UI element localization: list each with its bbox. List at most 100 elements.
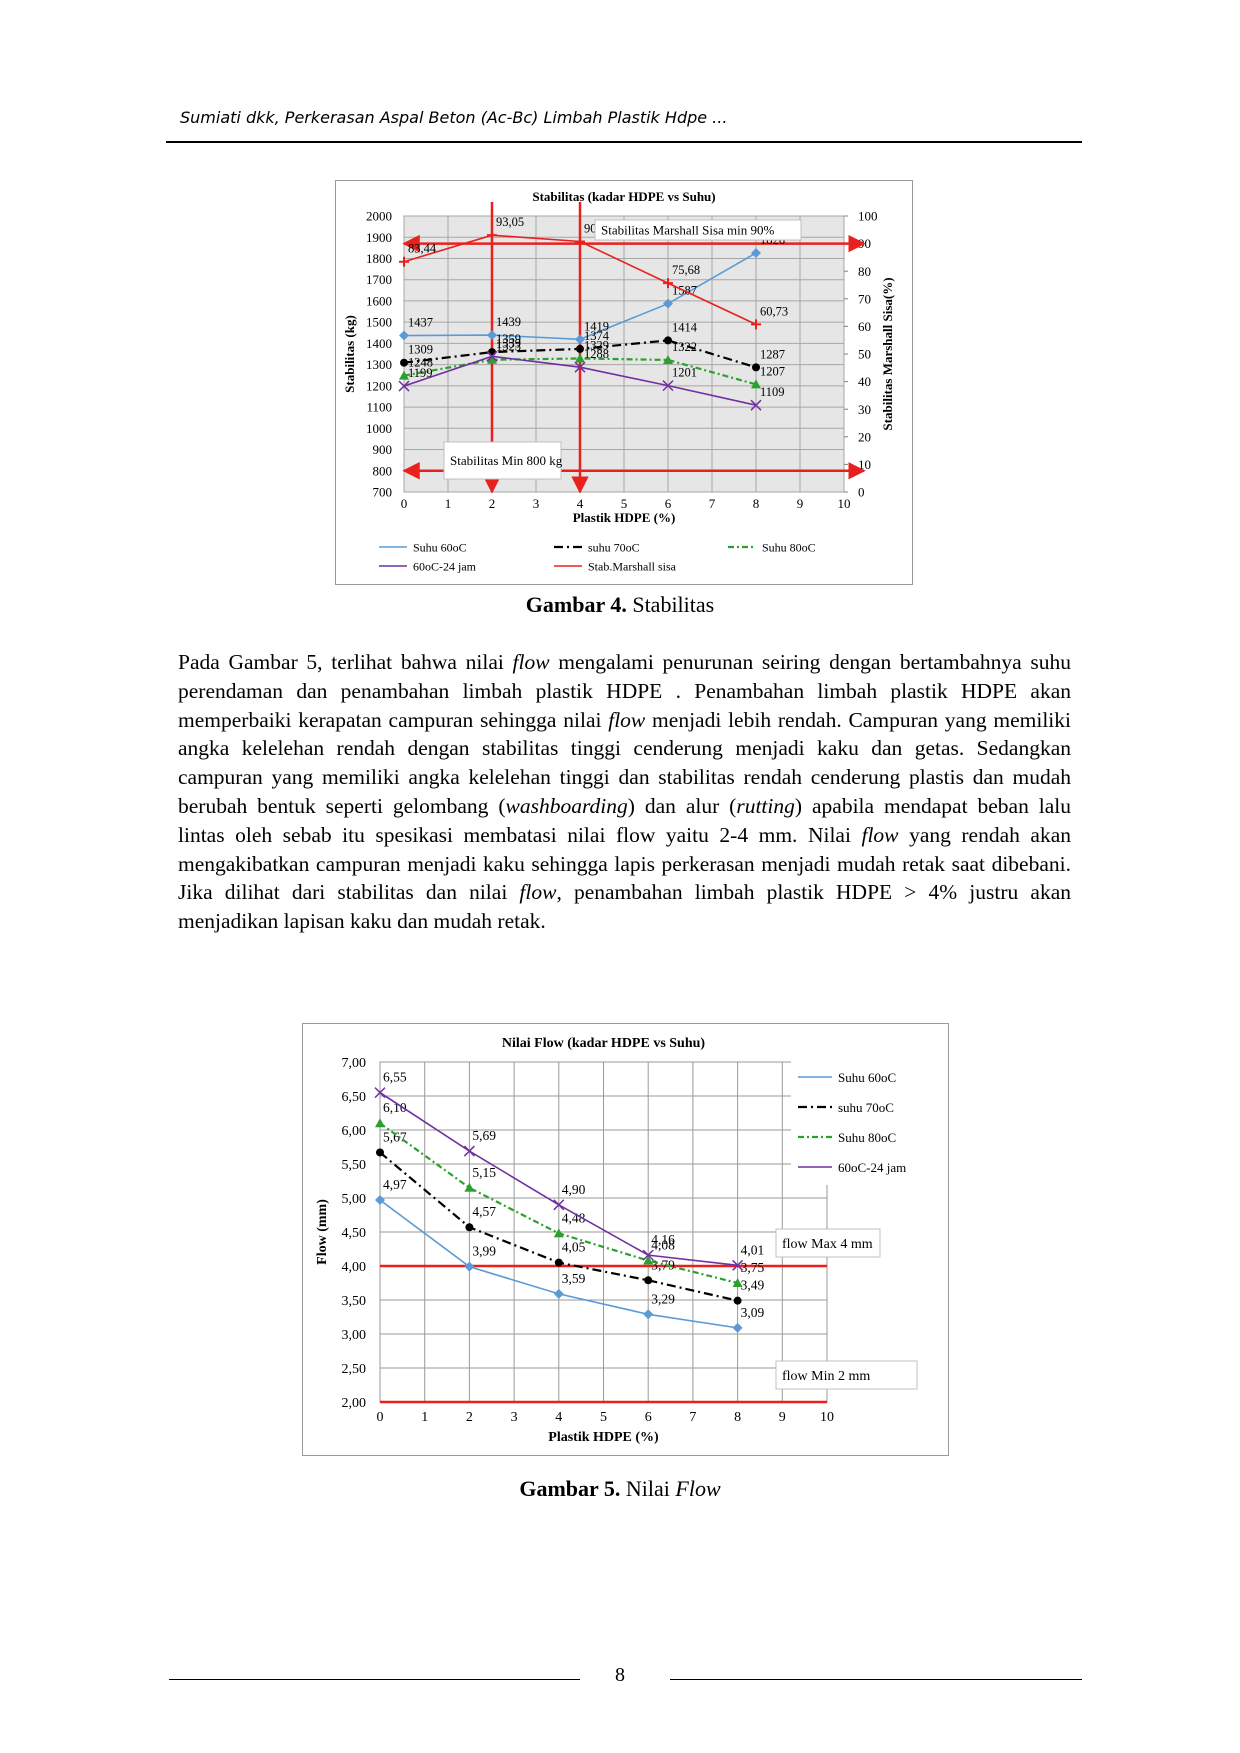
data-label: 1339 [496, 336, 521, 350]
data-label: 60,73 [760, 304, 788, 318]
point [643, 1309, 654, 1320]
legend-label: suhu 70oC [588, 541, 640, 555]
data-label: 1199 [408, 366, 433, 380]
annotation-box [775, 1228, 881, 1258]
y-tick-label: 1000 [366, 421, 392, 436]
y-tick-label: 1100 [366, 400, 392, 415]
x-tick-label: 10 [820, 1410, 834, 1425]
figure-caption: Gambar 4. Stabilitas [0, 592, 1240, 618]
point [554, 1258, 563, 1267]
legend-label: Suhu 80oC [762, 541, 816, 555]
annotation-box [594, 219, 802, 241]
data-label: 1414 [672, 320, 698, 334]
text-run: menjadi lebih rendah. Campuran yang memi… [178, 707, 1071, 818]
data-label: 4,16 [651, 1232, 675, 1247]
data-label: 4,05 [562, 1240, 586, 1255]
y-tick-label: 6,00 [342, 1124, 367, 1139]
point [751, 379, 761, 389]
point [750, 399, 762, 411]
data-label: 1207 [760, 364, 785, 378]
data-label: 4,90 [562, 1182, 586, 1197]
data-label: 3,59 [562, 1271, 586, 1286]
legend-label: suhu 70oC [838, 1100, 894, 1115]
point [399, 370, 409, 380]
x-tick-label: 2 [466, 1410, 473, 1425]
y-tick-label: 3,00 [342, 1328, 367, 1343]
point [664, 336, 672, 345]
data-label: 4,57 [472, 1204, 496, 1219]
data-label: 1287 [760, 347, 785, 361]
annotation: Stabilitas Min 800 kg [450, 453, 563, 468]
caption-run: Flow [675, 1476, 721, 1501]
point [643, 1255, 654, 1265]
x-tick-label: 9 [779, 1410, 786, 1425]
data-label: 4,48 [562, 1210, 586, 1225]
point [399, 330, 409, 341]
point [732, 1322, 743, 1333]
point [375, 1118, 385, 1128]
header-rule [166, 141, 1082, 143]
data-label: 1329 [584, 338, 609, 352]
caption-run: Stabilitas [632, 592, 715, 617]
annotation: flow Min 2 mm [782, 1369, 870, 1384]
data-label: 1437 [408, 316, 433, 330]
y-tick-label: 900 [373, 442, 393, 457]
text-run: flow [608, 707, 646, 732]
point [400, 358, 408, 367]
data-label: 1201 [672, 366, 697, 380]
y-tick-label: 4,00 [342, 1260, 367, 1275]
data-label: 3,09 [741, 1305, 765, 1320]
point [487, 330, 497, 341]
x-tick-label: 8 [734, 1410, 741, 1425]
x-tick-label: 9 [797, 496, 804, 511]
x-tick-label: 4 [577, 496, 584, 511]
point [662, 380, 674, 392]
y-tick-label: 6,50 [342, 1090, 367, 1105]
data-label: 1359 [496, 332, 521, 346]
point [663, 278, 673, 289]
data-label: 3,79 [651, 1257, 675, 1272]
text-run: washboarding [505, 793, 628, 818]
y-tick-label: 1200 [366, 378, 392, 393]
legend-label: 60oC-24 jam [413, 560, 477, 574]
point [575, 334, 585, 345]
x-tick-label: 1 [445, 496, 452, 511]
annotation: Stabilitas Marshall Sisa min 90% [601, 223, 774, 238]
data-label: 4,08 [651, 1238, 675, 1253]
data-label: 75,68 [672, 263, 700, 277]
y-axis-label: Flow (mm) [315, 1199, 330, 1265]
x-tick-label: 3 [511, 1410, 518, 1425]
point [575, 236, 585, 247]
legend-label: 60oC-24 jam [838, 1160, 906, 1175]
point [751, 319, 761, 330]
point [486, 350, 498, 362]
footer-rule [169, 1679, 580, 1680]
point [376, 1148, 384, 1157]
x-tick-label: 1 [421, 1410, 428, 1425]
y-axis-label: Stabilitas (kg) [342, 315, 357, 393]
x-axis-label: Plastik HDPE (%) [573, 510, 676, 525]
point [663, 298, 673, 309]
data-label: 1288 [584, 347, 609, 361]
point [751, 247, 761, 258]
caption-run: Gambar 4. [525, 592, 627, 617]
text-run: yang rendah akan mengakibatkan campuran … [178, 822, 1071, 905]
point [732, 1278, 743, 1287]
x-tick-label: 3 [533, 496, 540, 511]
data-label: 1323 [496, 340, 521, 354]
y-tick-label: 1700 [366, 272, 392, 287]
point [465, 1223, 474, 1232]
text-run: ) apabila mendapat beban lalu lintas ole… [178, 793, 1072, 847]
text-run: mengalami penurunan seiring dengan berta… [178, 650, 1071, 732]
y-tick-label: 2,50 [342, 1362, 367, 1377]
text-run: flow [861, 822, 899, 847]
y2-axis-label: Stabilitas Marshall Sisa(%) [880, 277, 895, 430]
y-tick-label: 800 [373, 463, 393, 478]
data-label: 3,99 [472, 1244, 496, 1259]
y2-tick-label: 100 [858, 209, 878, 224]
point [553, 1288, 564, 1299]
point [553, 1199, 565, 1211]
point [663, 354, 673, 364]
y2-tick-label: 20 [858, 429, 871, 444]
data-label: 83,44 [408, 242, 437, 256]
